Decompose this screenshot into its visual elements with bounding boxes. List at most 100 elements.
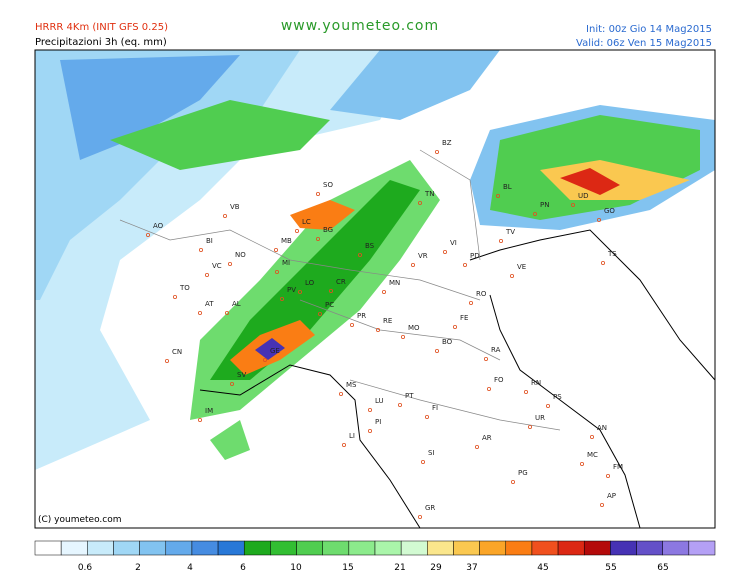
legend-label: 45 (537, 563, 548, 573)
city-label: PD (470, 252, 480, 260)
city-dot (375, 327, 380, 332)
city-dot (468, 300, 473, 305)
city-label: RE (383, 317, 392, 325)
city-dot (424, 414, 429, 419)
city-label: MB (281, 237, 292, 245)
city-dot (495, 193, 500, 198)
precip-heavy (290, 200, 355, 230)
legend-swatch (322, 540, 350, 556)
city-label: BZ (442, 139, 452, 147)
city-dot (400, 334, 405, 339)
city-dot (262, 357, 267, 362)
city-label: PT (405, 392, 414, 400)
city-dot (442, 249, 447, 254)
legend-label: 15 (342, 563, 353, 573)
city-label: FE (460, 314, 468, 322)
city-dot (164, 358, 169, 363)
city-label: PI (375, 418, 381, 426)
city-dot (498, 238, 503, 243)
legend-label: 55 (605, 563, 616, 573)
city-dot (546, 403, 551, 408)
city-dot (197, 310, 202, 315)
city-label: AT (205, 300, 214, 308)
city-dot (367, 428, 372, 433)
city-label: MS (346, 381, 357, 389)
legend-label: 10 (290, 563, 302, 573)
copyright: (C) youmeteo.com (38, 515, 122, 525)
legend-swatch (688, 540, 716, 556)
city-dot (338, 391, 343, 396)
city-dot (417, 200, 422, 205)
legend-swatch (139, 540, 167, 556)
city-dot (509, 273, 514, 278)
city-dot (279, 296, 284, 301)
city-dot (417, 515, 422, 520)
city-dot (198, 247, 203, 252)
city-label: PN (540, 201, 549, 209)
legend-swatch (243, 540, 271, 556)
city-dot (410, 262, 415, 267)
city-label: VR (418, 252, 428, 260)
city-dot (571, 202, 576, 207)
city-label: FM (613, 463, 623, 471)
city-label: PV (287, 286, 296, 294)
legend-swatch (191, 540, 219, 556)
city-dot (274, 269, 279, 274)
city-label: LU (375, 397, 384, 405)
legend-label: 21 (394, 563, 405, 573)
city-label: UD (578, 192, 589, 200)
city-label: CR (336, 278, 346, 286)
city-dot (367, 407, 372, 412)
legend-swatch (113, 540, 140, 556)
city-label: PG (518, 469, 528, 477)
city-label: AO (153, 222, 164, 230)
city-dot (510, 479, 515, 484)
city-dot (580, 461, 585, 466)
city-dot (434, 348, 439, 353)
city-dot (341, 442, 346, 447)
city-dot (227, 261, 232, 266)
city-dot (434, 149, 439, 154)
city-label: MN (389, 279, 400, 287)
city-dot (462, 262, 467, 267)
legend-swatch (217, 540, 245, 556)
city-label: BG (323, 226, 333, 234)
city-dot (328, 288, 333, 293)
city-label: SO (323, 181, 333, 189)
city-label: FO (494, 376, 504, 384)
city-label: BI (206, 237, 213, 245)
city-dot (524, 389, 529, 394)
precip-extreme (255, 338, 285, 360)
legend-swatch (531, 540, 559, 556)
legend-swatch (296, 540, 323, 556)
precip-green (210, 180, 420, 380)
city-label: IM (205, 407, 213, 415)
city-dot (486, 386, 491, 391)
city-label: VB (230, 203, 240, 211)
legend-swatch (505, 540, 533, 556)
city-label: BO (442, 338, 453, 346)
map-area (35, 50, 715, 528)
legend-swatch (400, 540, 428, 556)
legend-swatch (453, 540, 480, 556)
city-dot (590, 434, 595, 439)
city-dot (357, 252, 362, 257)
city-dot (273, 247, 278, 252)
city-dot (601, 260, 606, 265)
city-dot (315, 236, 320, 241)
city-label: GO (604, 207, 615, 215)
legend-swatch (636, 540, 663, 556)
city-label: LC (302, 218, 311, 226)
city-dot (317, 311, 322, 316)
legend-swatch (479, 540, 507, 556)
legend-swatch (60, 540, 88, 556)
city-label: MI (282, 259, 290, 267)
city-label: MO (408, 324, 420, 332)
legend-swatch (583, 540, 611, 556)
city-dot (606, 473, 611, 478)
city-label: PS (553, 393, 562, 401)
coastline (489, 294, 641, 528)
city-label: NO (235, 251, 246, 259)
city-label: PC (325, 301, 334, 309)
